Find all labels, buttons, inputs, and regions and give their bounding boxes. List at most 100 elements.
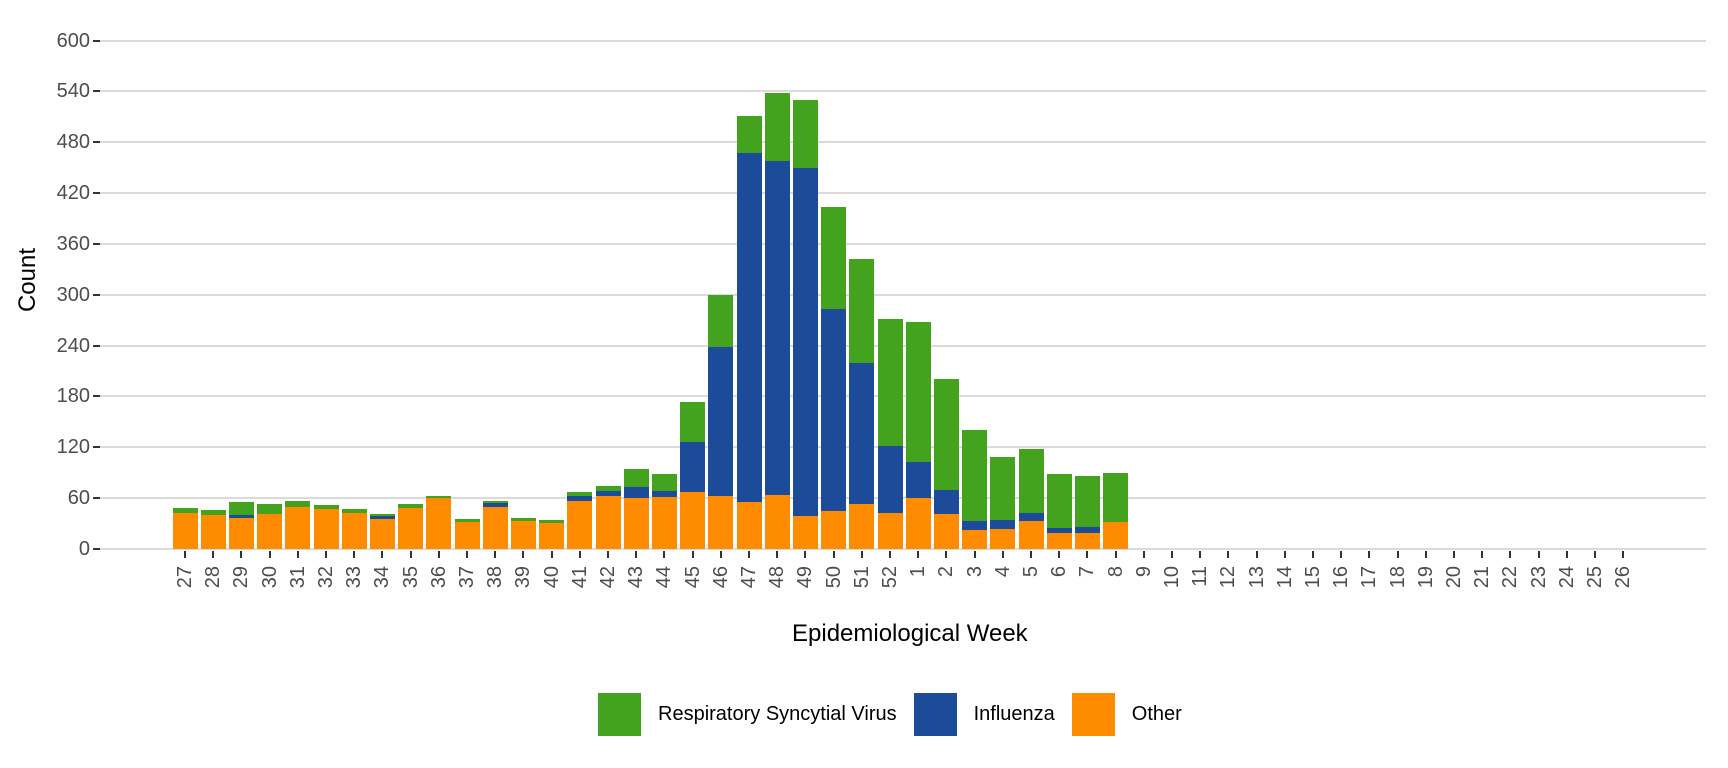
legend-label: Influenza: [973, 703, 1055, 725]
x-tick-label-week-11: 11: [1189, 566, 1212, 587]
x-tick-mark: [719, 551, 722, 558]
bar-segment-influenza: [1074, 526, 1100, 533]
gridline-y420: [100, 192, 1706, 195]
bar-segment-respiratory-syncytial-virus: [228, 502, 254, 516]
x-tick-label-week-2: 2: [935, 566, 958, 578]
gridline-y180: [100, 395, 1706, 398]
x-tick-mark: [1030, 551, 1032, 558]
x-tick-label-week-48: 48: [766, 566, 789, 589]
bar-segment-respiratory-syncytial-virus: [736, 115, 762, 154]
x-tick-label-week-40: 40: [540, 566, 563, 589]
bar-segment-other: [595, 495, 621, 549]
gridline-y60: [100, 497, 1706, 500]
x-tick-mark: [1368, 551, 1371, 558]
bar-segment-other: [228, 517, 254, 549]
bar-segment-other: [736, 502, 762, 549]
x-tick-mark: [1255, 551, 1258, 558]
bar-segment-influenza: [595, 491, 621, 496]
bar-segment-other: [651, 497, 677, 549]
bar-segment-respiratory-syncytial-virus: [257, 504, 283, 515]
bar-segment-influenza: [792, 168, 818, 516]
bar-segment-respiratory-syncytial-virus: [623, 468, 649, 488]
x-tick-mark: [494, 551, 497, 558]
x-tick-mark: [1565, 551, 1568, 558]
bar-segment-respiratory-syncytial-virus: [567, 492, 593, 497]
bar-week-51: [849, 259, 875, 549]
x-tick-label-week-24: 24: [1555, 566, 1578, 589]
bar-segment-other: [849, 504, 875, 549]
bar-week-43: [623, 468, 649, 550]
y-tick-label: 420: [56, 182, 90, 205]
x-tick-label-week-45: 45: [681, 566, 704, 589]
x-tick-mark: [1171, 551, 1173, 558]
y-tick-label: 120: [56, 436, 90, 459]
x-tick-mark: [973, 551, 976, 558]
bar-segment-influenza: [821, 309, 847, 511]
y-tick-label: 240: [56, 334, 90, 357]
x-tick-mark: [437, 551, 440, 558]
x-tick-label-week-50: 50: [822, 566, 845, 589]
bar-week-40: [539, 520, 565, 549]
bar-segment-other: [1046, 532, 1072, 549]
bar-segment-influenza: [933, 489, 959, 515]
bar-segment-influenza: [680, 442, 706, 493]
x-tick-mark: [663, 551, 666, 558]
x-tick-mark: [832, 551, 835, 558]
bar-segment-respiratory-syncytial-virus: [426, 495, 452, 499]
x-tick-mark: [1001, 551, 1004, 558]
y-tick-label: 300: [56, 283, 90, 306]
x-tick-mark: [1424, 551, 1427, 558]
bar-segment-respiratory-syncytial-virus: [990, 456, 1016, 521]
x-tick-mark: [1340, 551, 1343, 558]
x-tick-label-week-23: 23: [1527, 566, 1550, 589]
bar-segment-respiratory-syncytial-virus: [482, 500, 508, 504]
y-tick-label: 540: [56, 80, 90, 103]
bar-segment-respiratory-syncytial-virus: [539, 520, 565, 523]
bar-segment-respiratory-syncytial-virus: [792, 99, 818, 169]
y-tick-label: 600: [56, 29, 90, 52]
x-tick-label-week-46: 46: [709, 566, 732, 589]
bar-segment-other: [764, 494, 790, 549]
x-tick-label-week-9: 9: [1132, 566, 1155, 578]
bar-segment-other: [172, 513, 198, 549]
gridline-y480: [100, 141, 1706, 144]
bar-segment-influenza: [1018, 512, 1044, 522]
x-tick-mark: [1509, 551, 1512, 558]
x-tick-mark: [1537, 551, 1540, 558]
x-tick-mark: [1594, 551, 1596, 558]
bar-segment-respiratory-syncytial-virus: [905, 321, 931, 462]
bar-segment-influenza: [990, 520, 1016, 529]
bar-week-38: [482, 500, 508, 549]
bar-week-29: [228, 502, 254, 549]
bar-segment-influenza: [567, 496, 593, 501]
bar-week-37: [454, 518, 480, 550]
x-tick-mark: [184, 551, 186, 558]
x-tick-label-week-22: 22: [1499, 566, 1522, 589]
x-tick-label-week-44: 44: [653, 566, 676, 589]
y-tick-mark: [93, 293, 100, 296]
gridline-y540: [100, 90, 1706, 93]
bar-week-3: [962, 430, 988, 550]
x-tick-mark: [748, 551, 750, 558]
x-tick-label-week-20: 20: [1443, 566, 1465, 589]
x-tick-label-week-32: 32: [315, 566, 337, 589]
x-tick-mark: [212, 551, 215, 558]
x-tick-mark: [1199, 551, 1202, 558]
x-tick-mark: [889, 551, 891, 558]
x-tick-label-week-38: 38: [484, 566, 507, 589]
bar-segment-other: [1074, 532, 1100, 549]
bar-segment-influenza: [1046, 527, 1072, 533]
legend-item-influenza: Influenza: [913, 693, 1055, 736]
x-tick-mark: [1622, 551, 1625, 558]
bar-week-27: [172, 508, 198, 549]
x-tick-label-week-13: 13: [1245, 566, 1268, 589]
bar-week-35: [398, 504, 424, 549]
x-tick-mark: [1312, 551, 1314, 558]
x-tick-label-week-52: 52: [879, 566, 901, 589]
x-tick-label-week-27: 27: [174, 566, 196, 589]
bar-segment-other: [454, 521, 480, 549]
bar-segment-respiratory-syncytial-virus: [1074, 476, 1100, 527]
y-tick-mark: [93, 192, 100, 195]
gridline-y0: [100, 548, 1706, 550]
